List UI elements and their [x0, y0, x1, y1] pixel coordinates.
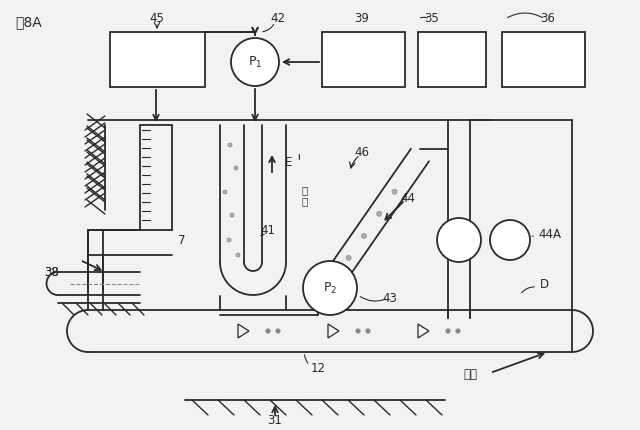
Text: 42: 42	[271, 12, 285, 25]
Text: 44: 44	[401, 191, 415, 205]
Circle shape	[366, 329, 370, 333]
Circle shape	[456, 329, 460, 333]
Circle shape	[266, 329, 270, 333]
Text: 44A: 44A	[538, 228, 561, 242]
Text: 38: 38	[45, 265, 60, 279]
Circle shape	[446, 329, 450, 333]
Circle shape	[437, 218, 481, 262]
Circle shape	[362, 233, 366, 238]
Circle shape	[236, 253, 240, 257]
Text: 図8A: 図8A	[15, 15, 42, 29]
Circle shape	[231, 38, 279, 86]
Circle shape	[228, 143, 232, 147]
Circle shape	[377, 211, 381, 216]
Text: 46: 46	[355, 145, 369, 159]
Circle shape	[230, 213, 234, 217]
Text: 圧送: 圧送	[463, 368, 477, 381]
Circle shape	[227, 238, 231, 242]
Circle shape	[490, 220, 530, 260]
Text: P$_1$: P$_1$	[248, 55, 262, 70]
Circle shape	[331, 277, 336, 283]
Text: 43: 43	[383, 292, 397, 304]
Circle shape	[392, 189, 397, 194]
Text: E: E	[285, 156, 292, 169]
Text: 41: 41	[260, 224, 275, 236]
Text: 還
流: 還 流	[302, 185, 308, 206]
Text: 38: 38	[45, 265, 60, 279]
Bar	[322, 32, 405, 87]
Text: 7: 7	[179, 233, 186, 246]
Circle shape	[346, 255, 351, 261]
Text: P$_2$: P$_2$	[323, 280, 337, 295]
Text: 45: 45	[150, 12, 164, 25]
Text: 36: 36	[541, 12, 556, 25]
Bar	[502, 32, 585, 87]
Circle shape	[303, 261, 357, 315]
Bar	[110, 32, 205, 87]
Circle shape	[356, 329, 360, 333]
Text: 12: 12	[310, 362, 326, 375]
Bar	[418, 32, 486, 87]
Text: 39: 39	[355, 12, 369, 25]
Text: 31: 31	[268, 414, 282, 427]
Text: D: D	[540, 279, 549, 292]
Circle shape	[223, 190, 227, 194]
Circle shape	[234, 166, 238, 170]
Text: 35: 35	[424, 12, 440, 25]
Circle shape	[276, 329, 280, 333]
